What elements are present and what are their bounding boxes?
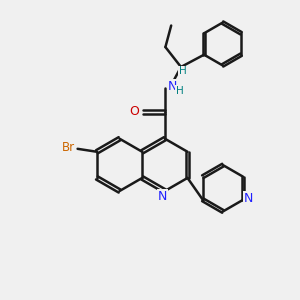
Text: H: H (179, 66, 187, 76)
Text: O: O (129, 106, 139, 118)
Text: N: N (168, 80, 177, 93)
Text: H: H (176, 85, 184, 96)
Text: Br: Br (62, 141, 75, 154)
Text: N: N (244, 192, 253, 205)
Text: N: N (158, 190, 167, 203)
